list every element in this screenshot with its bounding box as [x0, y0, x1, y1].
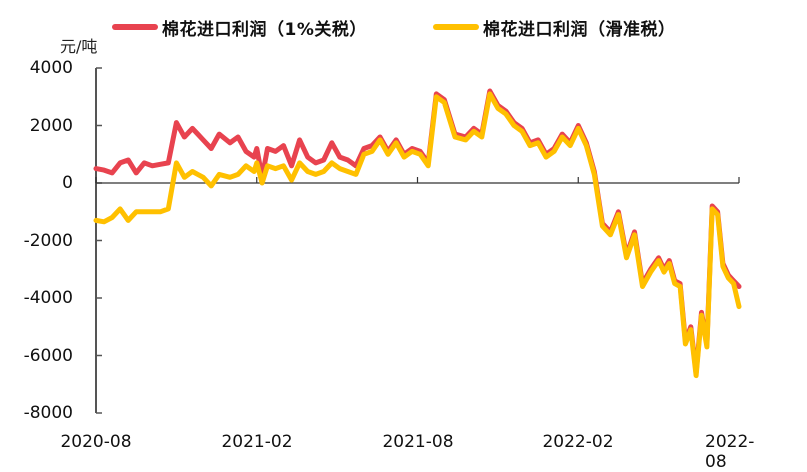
series-line-1pct-tariff — [93, 88, 742, 376]
y-axis — [95, 67, 102, 414]
x-axis — [95, 177, 740, 184]
x-tick-label: 2022-02 — [542, 432, 614, 452]
legend-swatch-yellow — [433, 24, 479, 30]
y-tick-label: 0 — [62, 173, 73, 193]
x-tick-label: 2020-08 — [60, 432, 132, 452]
y-tick-label: 4000 — [29, 58, 73, 78]
legend-swatch-red — [112, 24, 158, 30]
y-tick-label: -4000 — [23, 288, 73, 308]
x-tick-label: 2022-08 — [705, 432, 755, 472]
y-tick-label: -8000 — [23, 403, 73, 423]
y-tick-label: -6000 — [23, 346, 73, 366]
legend-item-sliding-tariff: 棉花进口利润（滑准税） — [433, 14, 676, 40]
series-line-sliding-tariff — [93, 91, 742, 379]
legend-item-1pct-tariff: 棉花进口利润（1%关税） — [112, 14, 367, 40]
x-tick-label: 2021-08 — [382, 432, 454, 452]
x-tick-label: 2021-02 — [221, 432, 293, 452]
legend-label: 棉花进口利润（滑准税） — [483, 19, 676, 40]
legend-label: 棉花进口利润（1%关税） — [162, 19, 367, 40]
y-axis-unit-label: 元/吨 — [60, 37, 98, 56]
y-tick-label: -2000 — [23, 231, 73, 251]
series-group — [93, 88, 742, 379]
y-tick-label: 2000 — [29, 116, 73, 136]
